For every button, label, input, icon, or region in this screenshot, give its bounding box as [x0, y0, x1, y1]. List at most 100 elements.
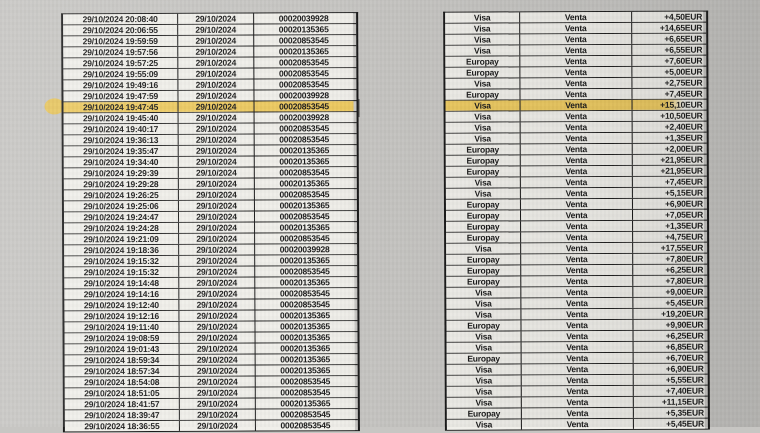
operation-cell: Venta — [519, 187, 632, 199]
operation-cell: Venta — [519, 154, 632, 166]
timestamp-cell: 29/10/2024 18:59:34 — [64, 354, 179, 366]
card-type-cell: Europay — [445, 67, 520, 78]
card-type-cell: Europay — [445, 56, 520, 67]
terminal-cell: 00020853545 — [254, 420, 355, 431]
amount-cell: +2,40EUR — [631, 121, 704, 132]
operation-cell: Venta — [519, 143, 632, 155]
amount-cell: +5,35EUR — [632, 407, 705, 418]
date-cell: 29/10/2024 — [178, 255, 255, 266]
terminal-cell: 00020853545 — [253, 101, 354, 112]
operation-cell: Venta — [519, 121, 632, 133]
terminal-cell: 00020135365 — [254, 343, 355, 354]
operation-cell: Venta — [520, 220, 633, 232]
amount-cell: +6,85EUR — [632, 341, 705, 352]
terminal-cell: 00020853545 — [254, 299, 355, 310]
amount-cell: +6,65EUR — [631, 33, 704, 44]
amount-cell: +10,50EUR — [631, 110, 704, 121]
timestamp-cell: 29/10/2024 19:01:43 — [64, 343, 179, 355]
card-type-cell: Visa — [445, 34, 520, 45]
timestamp-cell: 29/10/2024 19:15:32 — [64, 266, 179, 278]
operation-cell: Venta — [520, 231, 633, 243]
date-cell: 29/10/2024 — [178, 354, 255, 365]
card-type-cell: Europay — [445, 210, 521, 221]
card-type-cell: Europay — [446, 408, 521, 419]
timestamp-cell: 29/10/2024 19:35:47 — [63, 145, 178, 157]
timestamp-cell: 29/10/2024 19:49:16 — [63, 79, 178, 91]
operation-cell: Venta — [520, 407, 633, 419]
terminal-cell: 00020039928 — [253, 90, 354, 101]
timestamp-cell: 29/10/2024 19:57:56 — [63, 46, 178, 58]
card-type-cell: Visa — [445, 111, 520, 122]
card-type-cell: Europay — [445, 89, 520, 100]
date-cell: 29/10/2024 — [178, 222, 255, 233]
amount-cell: +7,60EUR — [631, 55, 704, 66]
card-type-cell: Visa — [446, 331, 521, 342]
amount-cell: +9,90EUR — [632, 319, 705, 330]
timestamp-cell: 29/10/2024 18:54:08 — [64, 376, 179, 388]
timestamp-cell: 29/10/2024 19:24:47 — [63, 211, 179, 223]
amount-cell: +7,05EUR — [631, 209, 705, 220]
date-cell: 29/10/2024 — [178, 376, 255, 387]
operation-cell: Venta — [519, 22, 632, 34]
date-cell: 29/10/2024 — [177, 178, 254, 189]
operation-cell: Venta — [520, 275, 633, 287]
operation-cell: Venta — [520, 418, 633, 430]
date-cell: 29/10/2024 — [177, 156, 254, 167]
date-cell: 29/10/2024 — [177, 145, 254, 156]
operation-cell: Venta — [520, 264, 633, 276]
timestamp-cell: 29/10/2024 19:34:40 — [63, 156, 178, 168]
timestamp-cell: 29/10/2024 18:36:55 — [64, 420, 179, 432]
card-type-cell: Visa — [446, 386, 521, 397]
amount-cell: +6,55EUR — [631, 44, 704, 55]
operation-cell: Venta — [519, 176, 632, 188]
table-row: Visa Venta +5,45EUR — [446, 418, 708, 431]
operation-cell: Venta — [520, 396, 633, 408]
timestamp-cell: 29/10/2024 19:18:36 — [64, 244, 179, 256]
timestamp-cell: 29/10/2024 19:15:32 — [64, 255, 179, 267]
terminal-cell: 00020853545 — [254, 409, 355, 420]
operation-cell: Venta — [519, 44, 632, 56]
timestamp-cell: 29/10/2024 19:12:40 — [64, 299, 179, 311]
card-type-cell: Visa — [446, 375, 521, 386]
amount-cell: +5,15EUR — [631, 187, 704, 198]
date-cell: 29/10/2024 — [178, 321, 255, 332]
card-type-cell: Visa — [445, 45, 520, 56]
amount-cell: +4,75EUR — [632, 231, 705, 242]
card-type-cell: Europay — [445, 199, 520, 210]
terminal-cell: 00020853545 — [254, 387, 355, 398]
date-cell: 29/10/2024 — [177, 57, 254, 68]
timestamp-cell: 29/10/2024 18:39:47 — [64, 409, 179, 421]
date-cell: 29/10/2024 — [177, 167, 254, 178]
card-type-cell: Visa — [446, 243, 521, 254]
date-cell: 29/10/2024 — [178, 233, 255, 244]
amount-cell: +11,15EUR — [632, 396, 705, 407]
date-cell: 29/10/2024 — [178, 398, 255, 409]
timestamp-cell: 29/10/2024 18:51:05 — [64, 387, 179, 399]
terminal-cell: 00020853545 — [253, 167, 354, 178]
card-type-cell: Europay — [446, 221, 521, 232]
timestamp-cell: 29/10/2024 18:57:34 — [64, 365, 179, 377]
terminal-cell: 00020853545 — [254, 288, 355, 299]
timestamp-cell: 29/10/2024 19:59:59 — [63, 35, 178, 47]
card-type-cell: Europay — [446, 276, 521, 287]
date-cell: 29/10/2024 — [178, 266, 255, 277]
amount-cell: +6,90EUR — [631, 198, 704, 209]
timestamp-cell: 29/10/2024 19:14:16 — [64, 288, 179, 300]
date-cell: 29/10/2024 — [178, 365, 255, 376]
amount-cell: +4,50EUR — [631, 11, 704, 22]
terminal-cell: 00020135365 — [253, 200, 354, 211]
amount-cell: +7,80EUR — [632, 253, 705, 264]
table-row: 29/10/2024 18:36:55 29/10/2024 00020853545 — [64, 420, 358, 433]
operation-cell: Venta — [520, 341, 633, 353]
date-cell: 29/10/2024 — [177, 134, 254, 145]
amount-cell: +17,55EUR — [632, 242, 705, 253]
amount-cell: +7,45EUR — [631, 88, 704, 99]
date-cell: 29/10/2024 — [177, 35, 254, 46]
amount-cell: +15,10EUR — [631, 99, 704, 110]
date-cell: 29/10/2024 — [177, 68, 254, 79]
operation-cell: Venta — [519, 77, 632, 89]
operation-cell: Venta — [520, 363, 633, 375]
card-type-cell: Europay — [446, 320, 521, 331]
operation-cell: Venta — [520, 297, 633, 309]
